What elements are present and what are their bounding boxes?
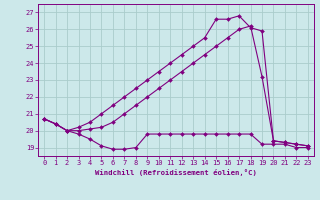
X-axis label: Windchill (Refroidissement éolien,°C): Windchill (Refroidissement éolien,°C)	[95, 169, 257, 176]
